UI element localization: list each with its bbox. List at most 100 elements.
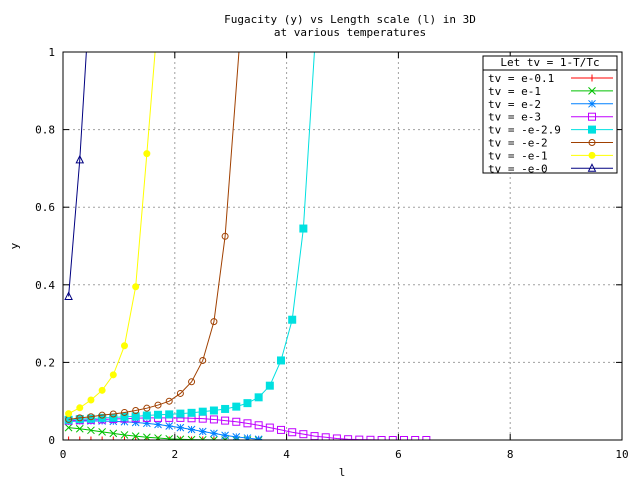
series-line (68, 52, 87, 297)
data-point-star (131, 418, 140, 427)
data-point-circle (176, 389, 184, 397)
data-point-box (221, 416, 230, 425)
data-point-triangle (587, 163, 597, 172)
data-point-filled-circle (143, 150, 151, 158)
legend-label: tv = e-2 (488, 98, 541, 111)
legend-title: Let tv = 1-T/Tc (500, 56, 599, 69)
data-point-plus (132, 436, 140, 440)
data-point-star (254, 435, 263, 440)
data-point-star (165, 422, 174, 430)
data-point-box (321, 433, 330, 440)
legend-entry: tv = e-2 (488, 98, 613, 111)
data-point-cross (75, 424, 84, 433)
plot-border (62, 51, 623, 441)
data-point-box (344, 435, 353, 440)
data-point-box (254, 421, 263, 430)
data-point-cross (154, 434, 162, 440)
legend-entry: tv = -e-0 (488, 162, 613, 175)
data-point-plus (210, 436, 218, 440)
data-point-filled-circle (120, 342, 128, 350)
y-tick-label: 0.6 (35, 201, 55, 214)
data-point-circle (98, 411, 106, 419)
data-point-plus (76, 436, 84, 440)
data-point-box (332, 434, 341, 440)
data-point-star (232, 433, 241, 440)
data-point-filled-box (277, 356, 286, 365)
data-point-star (187, 425, 196, 434)
data-point-filled-box (254, 393, 263, 402)
data-point-plus (176, 436, 184, 440)
data-point-circle (109, 410, 117, 418)
legend-entry: tv = -e-2.9 (488, 124, 613, 137)
data-point-plus (120, 436, 128, 440)
data-point-plus (87, 436, 95, 440)
data-point-filled-circle (65, 410, 73, 418)
data-point-filled-box (221, 404, 230, 413)
data-point-cross (232, 436, 241, 440)
x-axis-label: l (339, 466, 346, 479)
data-point-cross (254, 436, 263, 440)
data-point-circle (165, 397, 173, 405)
data-point-cross (120, 431, 129, 439)
data-point-box (388, 436, 397, 440)
data-point-filled-circle (87, 396, 95, 404)
data-point-filled-box (209, 406, 218, 415)
data-point-box (377, 436, 386, 440)
series-line (68, 52, 240, 420)
legend: Let tv = 1-T/Tc tv = e-0.1tv = e-1tv = e… (482, 55, 618, 175)
legend-label: tv = e-3 (488, 111, 541, 124)
series-8 (64, 52, 87, 300)
data-point-star (176, 423, 185, 432)
data-point-circle (143, 404, 151, 412)
data-point-filled-box (588, 125, 596, 134)
data-point-star (154, 420, 162, 429)
chart-subtitle: at various temperatures (274, 26, 426, 39)
data-point-circle (588, 139, 596, 146)
y-tick-label: 1 (48, 46, 55, 59)
legend-entry: tv = e-3 (488, 111, 613, 124)
x-tick-label: 2 (171, 448, 178, 461)
data-point-cross (588, 87, 596, 95)
data-point-circle (154, 401, 162, 409)
legend-label: tv = e-1 (488, 85, 541, 98)
data-point-box (288, 428, 297, 437)
data-point-box (265, 423, 274, 432)
data-point-filled-box (142, 411, 151, 420)
y-axis-label: y (8, 242, 21, 249)
data-point-circle (120, 408, 128, 416)
data-point-filled-box (243, 399, 252, 408)
data-point-box (411, 436, 420, 440)
chart-title: Fugacity (y) vs Length scale (l) in 3D (224, 13, 476, 26)
data-point-filled-box (198, 407, 207, 416)
legend-label: tv = -e-2.9 (488, 124, 561, 137)
legend-label: tv = e-0.1 (488, 72, 554, 85)
data-point-filled-circle (109, 371, 117, 379)
y-tick-label: 0.8 (35, 124, 55, 137)
data-point-filled-box (154, 410, 163, 419)
x-tick-label: 0 (60, 448, 67, 461)
y-tick-label: 0 (48, 434, 55, 447)
data-point-star (210, 429, 218, 438)
data-point-circle (199, 356, 207, 364)
x-tick-label: 10 (615, 448, 628, 461)
series-6 (65, 52, 240, 423)
data-point-filled-circle (588, 151, 596, 159)
data-point-box (209, 415, 218, 424)
data-point-plus (588, 74, 596, 82)
data-point-plus (109, 436, 117, 440)
legend-entry: tv = -e-1 (488, 149, 613, 162)
x-tick-label: 4 (283, 448, 290, 461)
legend-entries: tv = e-0.1tv = e-1tv = e-2tv = e-3tv = -… (488, 72, 613, 175)
data-point-circle (76, 414, 84, 422)
data-point-filled-circle (76, 404, 84, 412)
data-point-cross (64, 423, 73, 432)
data-point-plus (98, 436, 106, 440)
data-point-box (232, 417, 241, 426)
data-point-circle (221, 232, 229, 240)
data-point-star (198, 427, 207, 436)
data-point-box (588, 112, 596, 121)
data-point-filled-box (176, 409, 185, 418)
data-point-filled-box (232, 402, 241, 411)
data-point-cross (109, 429, 118, 438)
data-point-plus (199, 436, 207, 440)
